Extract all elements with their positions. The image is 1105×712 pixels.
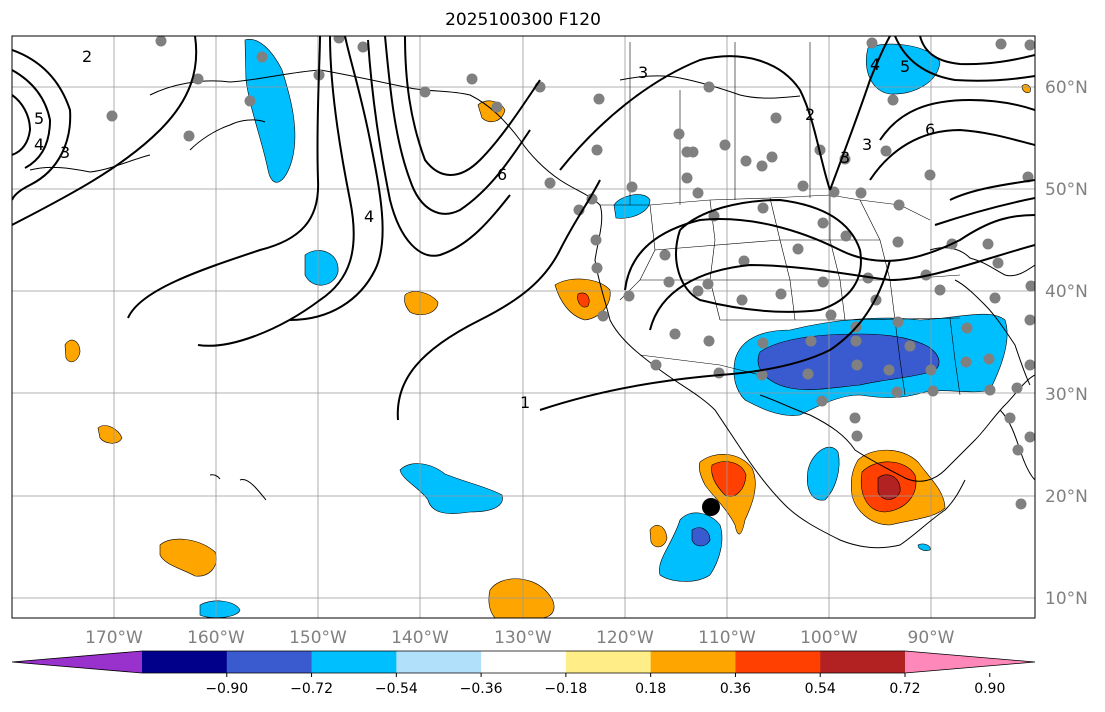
darkblue-patch-tropics: [691, 527, 711, 547]
colorbar-extend-high: [905, 651, 1035, 673]
blue-patch-gulf: [807, 446, 840, 501]
colorbar-tick-label: −0.18: [544, 681, 587, 697]
lon-label: 170°W: [85, 628, 143, 648]
orange-patch-pacific-1: [404, 291, 439, 315]
orange-patch-south-small: [649, 525, 668, 548]
red-patch-baja: [711, 461, 747, 497]
lat-label: 10°N: [1045, 589, 1088, 609]
lat-label: 20°N: [1045, 487, 1088, 507]
colorbar-tick-label: 0.18: [635, 681, 666, 697]
colorbar-segment: [820, 651, 906, 673]
lon-label: 120°W: [596, 628, 654, 648]
contour-label: 6: [925, 120, 935, 139]
contour-label: 1: [520, 393, 530, 412]
contour-label: 3: [862, 135, 872, 154]
contour-label: 3: [840, 148, 850, 167]
contour-label: 5: [900, 57, 910, 76]
colorbar-segment: [481, 651, 567, 673]
colorbar-segment: [226, 651, 313, 673]
darkred-patch-gulf: [877, 474, 901, 500]
colorbar-extend-low: [12, 651, 142, 673]
colorbar-tick-label: −0.90: [205, 681, 248, 697]
borders: [600, 42, 961, 396]
colorbar-segment: [650, 651, 736, 673]
station-dots: [106, 36, 1035, 510]
map-frame: [11, 35, 1036, 619]
contour-label-group: 2 5 4 3 4 3 6 3 3 2 4 6 1 5: [34, 47, 935, 412]
contour-label: 2: [805, 105, 815, 124]
lat-label: 30°N: [1045, 385, 1088, 405]
colorbar-segment: [396, 651, 482, 673]
lon-label: 110°W: [698, 628, 756, 648]
lon-label: 160°W: [187, 628, 245, 648]
orange-patch-east-canada: [1021, 84, 1031, 93]
anomaly-shading: [64, 39, 1031, 618]
blue-patch-pacific: [304, 250, 339, 286]
map-title: 2025100300 F120: [445, 10, 601, 30]
blue-patch-east-tiny: [917, 543, 931, 551]
orange-patch-hawaii-w: [97, 425, 123, 444]
colorbar-tick-label: 0.36: [720, 681, 751, 697]
lat-label: 50°N: [1045, 180, 1088, 200]
orange-patch-southwest: [159, 538, 217, 577]
blue-patch-central-pacific: [399, 463, 503, 514]
lon-label: 150°W: [289, 628, 347, 648]
colorbar-tick-label: 0.72: [889, 681, 920, 697]
colorbar-tick-label: −0.36: [460, 681, 503, 697]
colorbar: −0.90 −0.72 −0.54 −0.36 −0.18 0.18 0.36 0.54 0.7…: [11, 650, 1036, 697]
colorbar-tick-label: −0.72: [290, 681, 333, 697]
lon-label: 140°W: [391, 628, 449, 648]
colorbar-segment: [311, 651, 397, 673]
lat-label: 40°N: [1045, 282, 1088, 302]
contour-label: 6: [497, 165, 507, 184]
colorbar-segment: [565, 651, 652, 673]
contour-label: 4: [34, 135, 44, 154]
contour-label: 4: [364, 207, 374, 226]
lon-label: 130°W: [494, 628, 552, 648]
contour-lines: [12, 36, 1035, 421]
blue-patch-tropics: [659, 512, 723, 582]
contour-label: 3: [638, 63, 648, 82]
colorbar-tick-label: 0.90: [974, 681, 1005, 697]
latitude-labels: 60°N 50°N 40°N 30°N 20°N 10°N: [1045, 78, 1088, 609]
contour-label: 5: [34, 109, 44, 128]
colorbar-tick-label: −0.54: [375, 681, 418, 697]
contour-label: 4: [870, 55, 880, 74]
contour-label: 2: [82, 47, 92, 66]
storm-center-marker: [702, 498, 720, 516]
red-patch-california: [577, 292, 590, 308]
blue-patch-south: [199, 600, 241, 618]
orange-patch-west-1: [64, 339, 81, 363]
orange-patch-south-central: [488, 578, 555, 618]
lat-label: 60°N: [1045, 78, 1088, 98]
colorbar-tick-label: 0.54: [805, 681, 836, 697]
lon-label: 100°W: [800, 628, 858, 648]
colorbar-segment: [735, 651, 821, 673]
lon-label: 90°W: [908, 628, 955, 648]
colorbar-outline: [11, 650, 1036, 674]
colorbar-segment: [142, 651, 228, 673]
contour-label: 3: [60, 143, 70, 162]
longitude-labels: 170°W 160°W 150°W 140°W 130°W 120°W 110°…: [85, 628, 955, 648]
